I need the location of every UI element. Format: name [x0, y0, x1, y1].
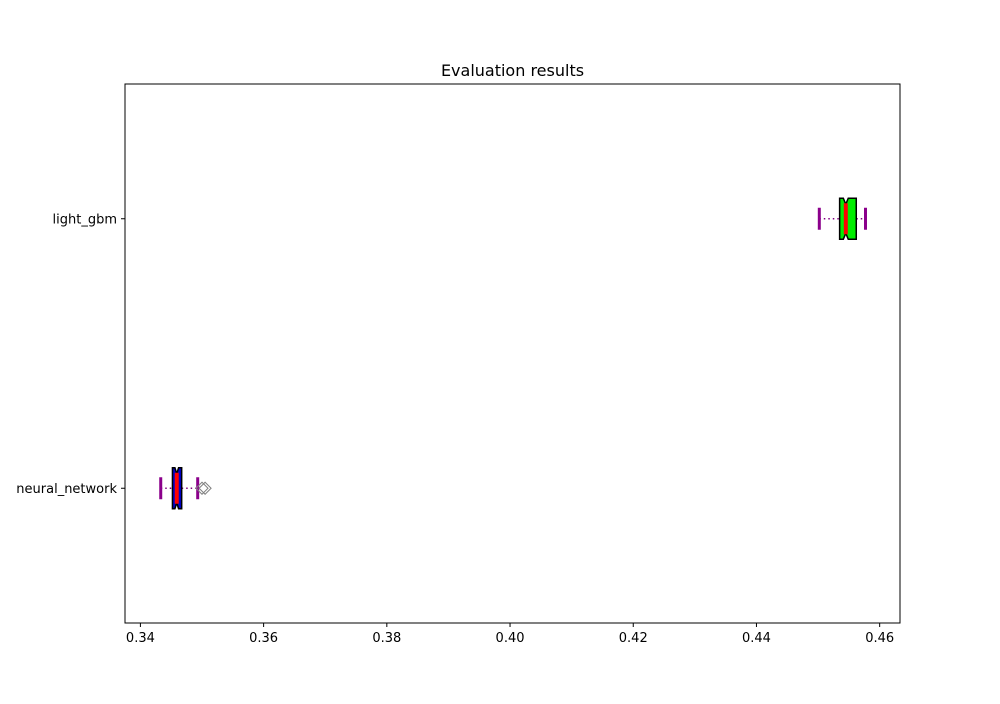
x-tick-label: 0.44 — [742, 631, 771, 646]
axes: light_gbm neural_network 0.34 0.36 0.38 0.40 0… — [16, 212, 894, 646]
x-tick-label: 0.46 — [865, 631, 894, 646]
x-tick-label: 0.38 — [372, 631, 401, 646]
box-light_gbm — [838, 197, 858, 240]
outlier-point — [195, 481, 209, 495]
x-tick-label: 0.34 — [126, 631, 155, 646]
x-tick-label: 0.40 — [496, 631, 525, 646]
chart-title: Evaluation results — [441, 61, 584, 80]
plot-frame — [124, 83, 901, 624]
x-tick-label: 0.36 — [249, 631, 278, 646]
y-tick-label: light_gbm — [53, 212, 117, 227]
x-tick-label: 0.42 — [619, 631, 648, 646]
box-group-light_gbm — [817, 197, 868, 240]
y-tick-label: neural_network — [16, 482, 117, 497]
plot-area — [159, 197, 868, 510]
box-group-neural_network — [159, 467, 212, 510]
outlier-point — [198, 481, 212, 495]
